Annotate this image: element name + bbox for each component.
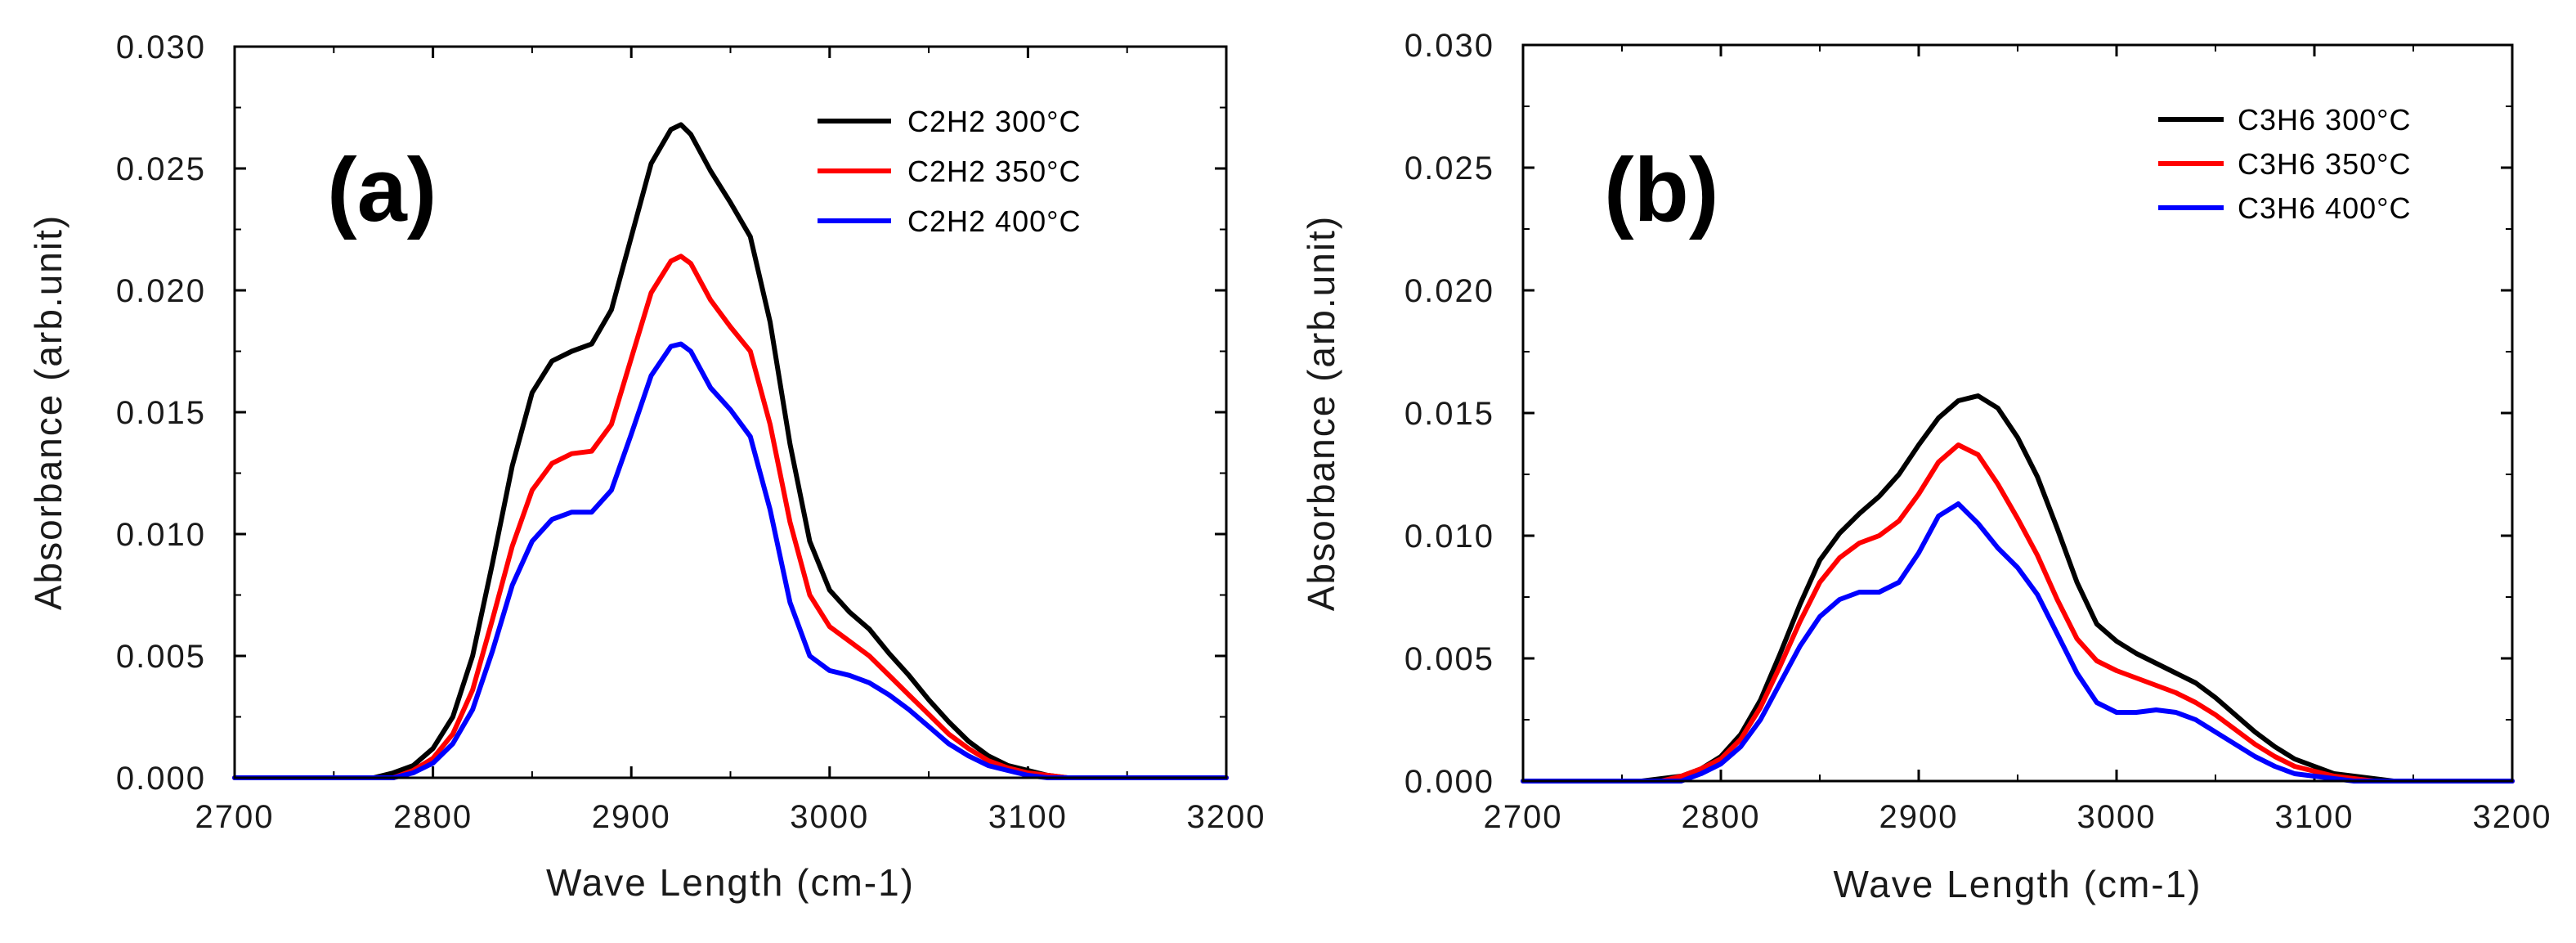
x-tick-label: 3100 [988, 799, 1068, 835]
chart-panel-a: 0.000 0.005 0.010 0.015 0.020 0.025 0.030 2700 2… [27, 29, 1266, 904]
y-tick-label: 0.025 [116, 151, 206, 187]
series-line-c3h6-350-c [1521, 442, 2515, 784]
plot-frame [233, 45, 1228, 779]
y-tick-label: 0.005 [116, 639, 206, 675]
x-tick-label: 2800 [393, 799, 473, 835]
series-line-c2h2-300-c [232, 122, 1229, 780]
y-tick-label: 0.015 [116, 395, 206, 431]
x-tick-label: 2700 [195, 799, 275, 835]
x-tick-label: 3200 [2473, 799, 2552, 835]
legend-label: C2H2 300°C [907, 105, 1082, 138]
series-line-c2h2-350-c [232, 254, 1229, 780]
x-tick-label: 2700 [1484, 799, 1563, 835]
series-line-c3h6-400-c [1521, 501, 2515, 784]
legend-label: C2H2 400°C [907, 204, 1082, 238]
x-tick-label: 3000 [2077, 799, 2157, 835]
panel-label: (a) [327, 140, 437, 240]
x-axis-title: Wave Length (cm-1) [546, 861, 915, 904]
series-line-c3h6-300-c [1521, 393, 2515, 784]
x-tick-label: 3100 [2275, 799, 2354, 835]
y-tick-label: 0.015 [1404, 396, 1494, 432]
y-tick-label: 0.000 [116, 761, 206, 797]
y-tick-label: 0.020 [116, 273, 206, 309]
plot-frame [1521, 43, 2514, 783]
legend-label: C3H6 400°C [2238, 191, 2412, 225]
legend-label: C3H6 350°C [2238, 147, 2412, 181]
x-tick-label: 2900 [1879, 799, 1959, 835]
legend-label: C2H2 350°C [907, 155, 1082, 188]
y-tick-label: 0.030 [116, 29, 206, 65]
y-tick-label: 0.000 [1404, 764, 1494, 800]
y-tick-label: 0.030 [1404, 28, 1494, 64]
y-tick-label: 0.025 [1404, 150, 1494, 186]
x-axis-title: Wave Length (cm-1) [1834, 863, 2202, 905]
series-line-c2h2-400-c [232, 341, 1229, 780]
x-tick-label: 2800 [1682, 799, 1761, 835]
legend-label: C3H6 300°C [2238, 103, 2412, 137]
y-axis-title: Absorbance (arb.unit) [27, 214, 69, 610]
chart-panel-b: 0.000 0.005 0.010 0.015 0.020 0.025 0.030 2700 2… [1300, 28, 2552, 905]
y-axis-title: Absorbance (arb.unit) [1300, 215, 1342, 611]
y-tick-label: 0.020 [1404, 273, 1494, 309]
y-tick-label: 0.010 [116, 517, 206, 553]
x-tick-label: 3200 [1187, 799, 1266, 835]
y-tick-label: 0.005 [1404, 641, 1494, 677]
x-tick-label: 2900 [592, 799, 671, 835]
x-tick-label: 3000 [790, 799, 869, 835]
y-tick-label: 0.010 [1404, 519, 1494, 555]
panel-label: (b) [1604, 140, 1718, 240]
